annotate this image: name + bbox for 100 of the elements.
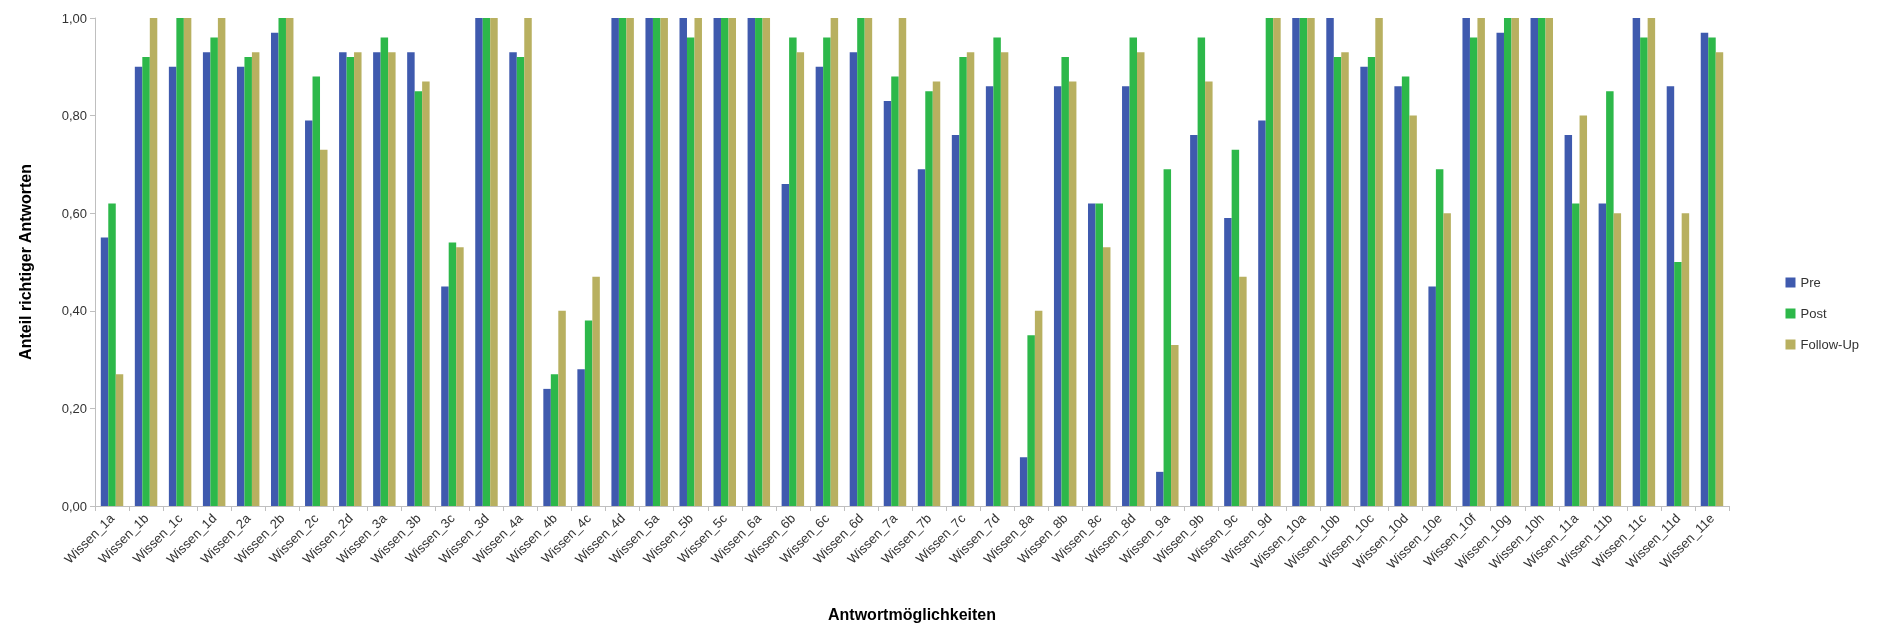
bar — [448, 242, 457, 506]
bar — [652, 18, 661, 506]
bar — [516, 57, 525, 506]
bar — [217, 18, 226, 506]
bar — [1088, 203, 1096, 506]
bar — [346, 57, 355, 506]
bar — [373, 52, 381, 506]
bar — [898, 18, 907, 506]
bar — [482, 18, 491, 506]
bar — [1477, 18, 1485, 506]
y-axis-title: Anteil richtiger Antworten — [16, 164, 34, 360]
bar — [100, 237, 109, 506]
bar — [584, 320, 593, 506]
bar — [1360, 66, 1368, 506]
bar — [1708, 37, 1716, 506]
bar — [1053, 86, 1062, 506]
bar — [312, 76, 321, 506]
bar — [456, 247, 464, 506]
bar — [509, 52, 517, 506]
legend-label: Pre — [1800, 275, 1821, 290]
bar — [441, 286, 449, 506]
bar — [558, 310, 566, 506]
bar — [236, 66, 245, 506]
bar — [1190, 135, 1198, 506]
bar — [1102, 247, 1111, 506]
y-tick-label: 0,80 — [61, 108, 87, 124]
bar — [959, 57, 967, 506]
bar — [645, 18, 653, 506]
y-tick-label: 0,00 — [61, 498, 87, 514]
bar — [210, 37, 218, 506]
bar — [1156, 471, 1164, 506]
y-tick-label: 1,00 — [61, 10, 87, 26]
bar — [1307, 18, 1315, 506]
y-tick-label: 0,20 — [61, 400, 87, 416]
bar — [1538, 18, 1546, 506]
bar — [1530, 18, 1539, 506]
bar — [115, 374, 124, 506]
bar — [679, 18, 687, 506]
bar — [475, 18, 483, 506]
bar — [339, 52, 347, 506]
bar — [1375, 18, 1383, 506]
bar — [686, 37, 695, 506]
bar — [1163, 169, 1172, 506]
bar — [1019, 457, 1028, 506]
bar — [618, 18, 627, 506]
bar — [747, 18, 756, 506]
bar — [524, 18, 532, 506]
bar — [721, 18, 729, 506]
bar — [577, 369, 585, 506]
bar — [626, 18, 634, 506]
bar — [1715, 52, 1724, 506]
bar — [951, 135, 960, 506]
bar — [925, 91, 933, 506]
bar — [1443, 213, 1451, 506]
bar — [1068, 81, 1077, 506]
bar — [1632, 18, 1641, 506]
bar — [660, 18, 668, 506]
bar — [694, 18, 702, 506]
bar — [1681, 213, 1690, 506]
bar — [1171, 344, 1179, 506]
bar — [1258, 120, 1266, 506]
bar — [1034, 310, 1043, 506]
legend-label: Post — [1800, 306, 1827, 321]
bar — [271, 32, 279, 506]
bar — [917, 169, 926, 506]
bar — [985, 86, 994, 506]
bar — [1613, 213, 1622, 506]
bar — [1292, 18, 1300, 506]
bar — [1511, 18, 1519, 506]
bar — [611, 18, 619, 506]
bar — [414, 91, 423, 506]
bar — [781, 183, 790, 506]
legend-label: Follow-Up — [1800, 337, 1859, 352]
bar — [1027, 335, 1035, 506]
bar — [1428, 286, 1436, 506]
bar — [1409, 115, 1417, 506]
bar — [592, 276, 600, 506]
bar — [1061, 57, 1069, 506]
bar — [176, 18, 184, 506]
bar — [1462, 18, 1470, 506]
bar — [1469, 37, 1478, 506]
bar — [422, 81, 430, 506]
bar — [849, 52, 858, 506]
bar — [407, 52, 415, 506]
bar — [993, 37, 1001, 506]
bar — [932, 81, 941, 506]
bar — [1122, 86, 1130, 506]
y-tick-label: 0,60 — [61, 205, 87, 221]
bar — [966, 52, 975, 506]
bar — [1367, 57, 1376, 506]
bar — [1197, 37, 1206, 506]
bar — [1579, 115, 1588, 506]
bar — [202, 52, 211, 506]
bar — [380, 37, 389, 506]
bar — [388, 52, 396, 506]
bar — [823, 37, 831, 506]
bar — [1265, 18, 1274, 506]
bar — [134, 66, 143, 506]
bar — [1129, 37, 1138, 506]
bar — [883, 100, 892, 506]
